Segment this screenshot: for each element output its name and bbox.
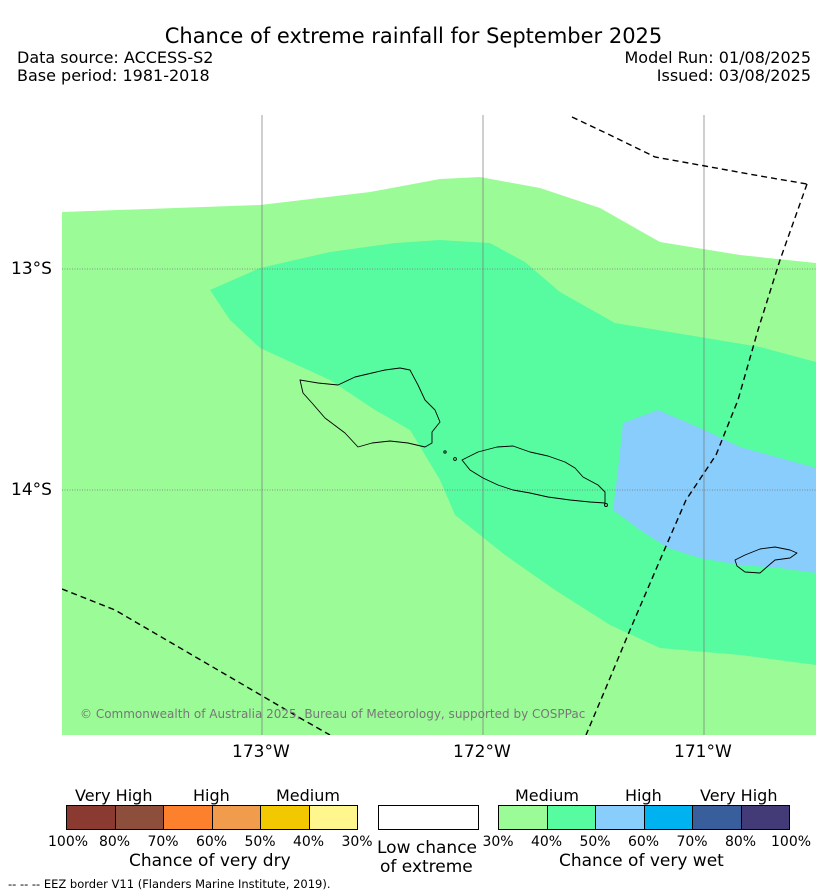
wet-legend-tick-5: 80%: [724, 834, 757, 850]
coastline-tutuila: [734, 546, 798, 574]
lon-label-171w: 171°W: [674, 742, 732, 762]
dry-legend-tick-0: 100%: [48, 834, 89, 850]
wet-legend-tick-1: 40%: [530, 834, 563, 850]
wet-legend-tick-0: 30%: [482, 834, 514, 850]
dry-legend-swatch-0: [66, 805, 116, 830]
data-source-text: Data source: ACCESS-S2: [17, 48, 214, 67]
eez-border-note: -- -- -- EEZ border V11 (Flanders Marine…: [8, 877, 331, 891]
wet-category-high: High: [625, 786, 662, 805]
issued-text: Issued: 03/08/2025: [656, 66, 811, 85]
model-run-text: Model Run: 01/08/2025: [624, 48, 812, 67]
base-period-text: Base period: 1981-2018: [17, 66, 210, 85]
map-title: Chance of extreme rainfall for September…: [164, 24, 663, 48]
zone-medium-wet-40-50: [210, 240, 816, 665]
dry-legend-tick-6: 30%: [341, 834, 373, 850]
coastline-upolu: [461, 445, 606, 504]
dry-legend-swatch-2: [163, 805, 213, 830]
wet-legend-swatch-3: [643, 805, 693, 830]
wet-legend-title: Chance of very wet: [559, 851, 724, 871]
dry-legend-swatch-4: [260, 805, 310, 830]
dry-category-very-high: Very High: [75, 786, 153, 805]
eez-border-east: [585, 183, 808, 735]
lon-label-173w: 173°W: [232, 742, 290, 762]
wet-legend-tick-6: 100%: [771, 834, 812, 850]
lat-label-13s: 13°S: [11, 259, 52, 279]
dry-legend-tick-4: 50%: [244, 834, 276, 850]
dry-legend-tick-3: 60%: [195, 834, 228, 850]
coastline-savaii: [299, 367, 441, 448]
wet-legend-tick-3: 60%: [627, 834, 660, 850]
dry-legend-tick-5: 40%: [292, 834, 325, 850]
wet-category-medium: Medium: [515, 786, 579, 805]
low-chance-title-line2: of extreme: [380, 857, 473, 877]
dry-category-medium: Medium: [276, 786, 340, 805]
dry-legend-swatch-5: [308, 805, 358, 830]
zone-high-wet: [613, 410, 816, 573]
low-chance-swatch: [378, 805, 479, 830]
wet-legend-swatch-5: [740, 805, 790, 830]
wet-legend-tick-2: 50%: [579, 834, 611, 850]
rainfall-map: [62, 115, 816, 735]
dry-category-high: High: [193, 786, 230, 805]
eez-border-north: [571, 116, 808, 185]
dry-legend-tick-2: 70%: [147, 834, 179, 850]
lat-label-14s: 14°S: [11, 480, 52, 500]
wet-category-very-high: Very High: [700, 786, 778, 805]
dry-legend-swatch-1: [114, 805, 164, 830]
low-chance-title-line1: Low chance: [377, 838, 477, 858]
dry-legend-title: Chance of very dry: [129, 851, 291, 871]
wet-legend-swatch-4: [692, 805, 742, 830]
wet-legend-swatch-1: [546, 805, 596, 830]
wet-legend-swatch-2: [595, 805, 645, 830]
copyright-text: © Commonwealth of Australia 2025, Bureau…: [80, 707, 586, 721]
dry-legend-tick-1: 80%: [98, 834, 131, 850]
wet-legend-swatch-0: [498, 805, 548, 830]
eez-border-southwest: [62, 588, 331, 735]
lon-label-172w: 172°W: [453, 742, 511, 762]
wet-legend-tick-4: 70%: [676, 834, 708, 850]
dry-legend-swatch-3: [211, 805, 261, 830]
